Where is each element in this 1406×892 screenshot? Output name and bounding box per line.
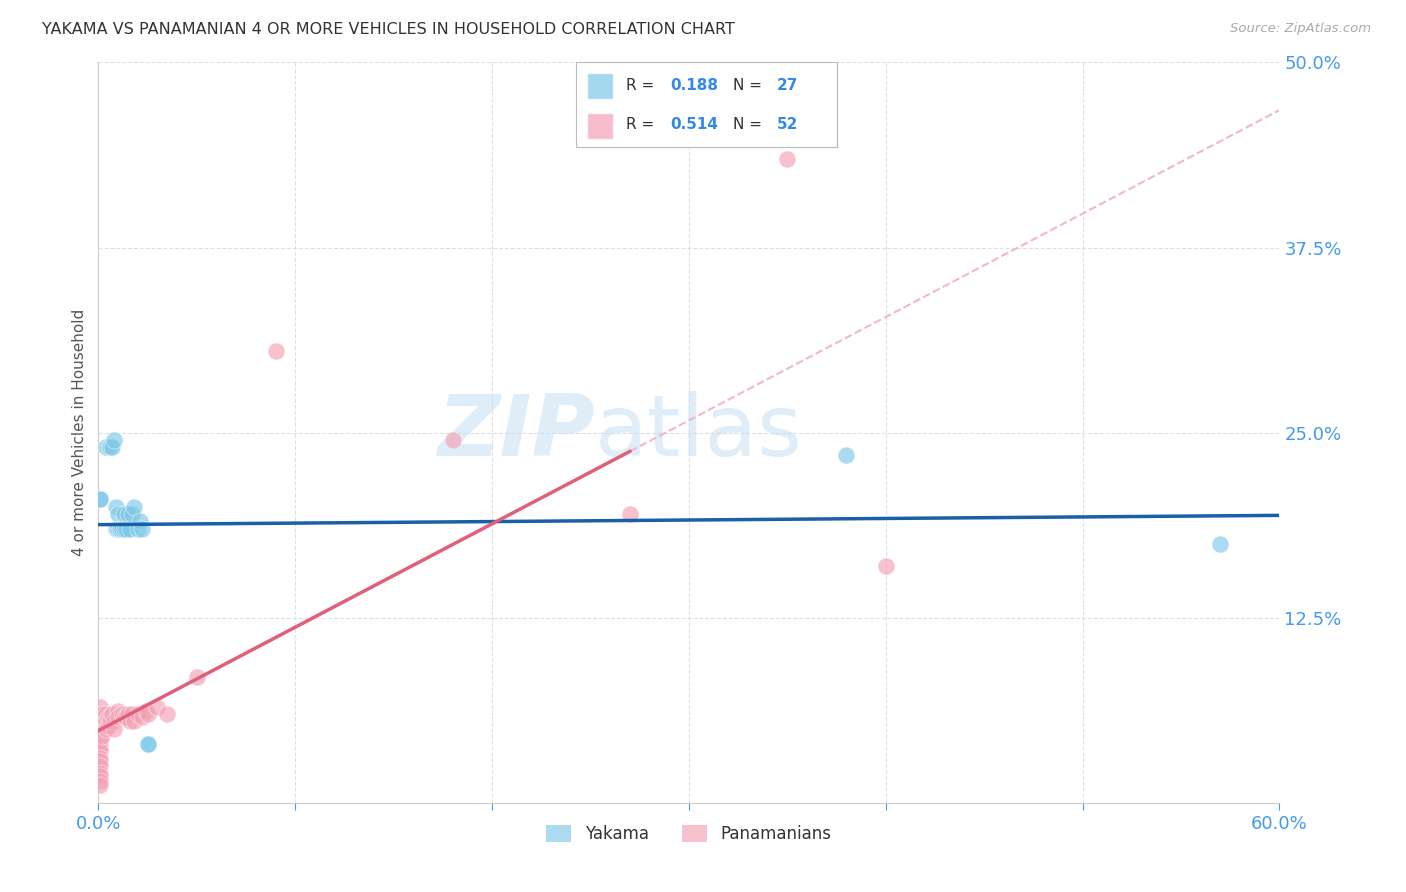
Text: R =: R = xyxy=(626,78,659,93)
Point xyxy=(835,448,858,462)
Point xyxy=(101,441,124,455)
Point xyxy=(89,722,111,736)
Point xyxy=(103,433,125,447)
Point xyxy=(127,522,149,536)
Point xyxy=(91,729,114,743)
Point xyxy=(108,522,131,536)
Legend: Yakama, Panamanians: Yakama, Panamanians xyxy=(540,819,838,850)
Point xyxy=(115,710,138,724)
Point xyxy=(89,758,111,772)
Point xyxy=(127,706,149,721)
Point xyxy=(619,507,641,521)
Point xyxy=(122,500,145,514)
Point xyxy=(97,719,120,733)
Point xyxy=(111,522,134,536)
Point xyxy=(441,433,464,447)
Point xyxy=(98,710,121,724)
Point xyxy=(264,344,287,359)
Point xyxy=(118,714,141,729)
Point xyxy=(98,441,121,455)
FancyBboxPatch shape xyxy=(586,73,613,99)
Point xyxy=(101,706,124,721)
Point xyxy=(89,699,111,714)
Point xyxy=(107,522,129,536)
Point xyxy=(146,699,169,714)
Point xyxy=(96,722,118,736)
Point xyxy=(105,500,128,514)
Point xyxy=(89,733,111,747)
Point xyxy=(776,152,799,166)
Point xyxy=(98,714,121,729)
Point xyxy=(112,507,135,521)
Point xyxy=(122,714,145,729)
Point xyxy=(135,704,157,718)
FancyBboxPatch shape xyxy=(586,113,613,139)
Point xyxy=(875,558,897,573)
Point xyxy=(91,722,114,736)
Point xyxy=(136,706,159,721)
Text: ZIP: ZIP xyxy=(437,391,595,475)
Point xyxy=(96,441,118,455)
Text: YAKAMA VS PANAMANIAN 4 OR MORE VEHICLES IN HOUSEHOLD CORRELATION CHART: YAKAMA VS PANAMANIAN 4 OR MORE VEHICLES … xyxy=(42,22,735,37)
Point xyxy=(128,515,150,529)
Point xyxy=(89,739,111,754)
Point xyxy=(107,704,129,718)
Point xyxy=(89,492,111,507)
Point xyxy=(136,737,159,751)
Point xyxy=(89,751,111,765)
Point xyxy=(93,719,115,733)
Point xyxy=(136,737,159,751)
Point xyxy=(107,507,129,521)
Point xyxy=(89,492,111,507)
Point xyxy=(89,729,111,743)
Text: 0.514: 0.514 xyxy=(671,117,718,132)
Point xyxy=(1209,536,1232,550)
Point xyxy=(103,714,125,729)
Point xyxy=(89,714,111,729)
Point xyxy=(89,744,111,758)
Point xyxy=(112,710,135,724)
Point xyxy=(121,507,143,521)
Point xyxy=(89,773,111,788)
Point xyxy=(111,706,134,721)
Point xyxy=(131,710,153,724)
Point xyxy=(186,670,208,684)
Point xyxy=(89,706,111,721)
Point xyxy=(89,766,111,780)
Text: N =: N = xyxy=(733,117,766,132)
Point xyxy=(103,722,125,736)
Point xyxy=(107,710,129,724)
Point xyxy=(96,714,118,729)
Point xyxy=(117,507,139,521)
Point xyxy=(112,522,135,536)
Point xyxy=(89,755,111,769)
Text: Source: ZipAtlas.com: Source: ZipAtlas.com xyxy=(1230,22,1371,36)
Point xyxy=(97,710,120,724)
Point xyxy=(89,769,111,783)
Point xyxy=(118,522,141,536)
Text: 0.188: 0.188 xyxy=(671,78,718,93)
Point xyxy=(117,706,139,721)
Point xyxy=(96,706,118,721)
Point xyxy=(115,522,138,536)
Point xyxy=(131,522,153,536)
Point xyxy=(156,706,179,721)
Point xyxy=(105,522,128,536)
Y-axis label: 4 or more Vehicles in Household: 4 or more Vehicles in Household xyxy=(72,309,87,557)
Point xyxy=(91,706,114,721)
Point xyxy=(93,710,115,724)
Text: atlas: atlas xyxy=(595,391,803,475)
Point xyxy=(89,778,111,792)
Text: R =: R = xyxy=(626,117,659,132)
Text: 27: 27 xyxy=(776,78,799,93)
Point xyxy=(121,706,143,721)
Point xyxy=(91,714,114,729)
Point xyxy=(108,522,131,536)
Text: N =: N = xyxy=(733,78,766,93)
Text: 52: 52 xyxy=(776,117,799,132)
